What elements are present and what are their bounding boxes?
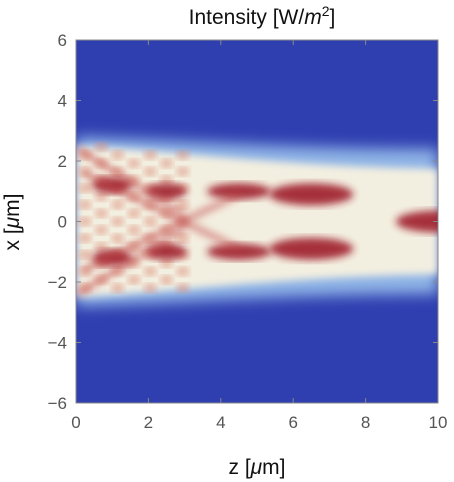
interference-spot	[95, 242, 108, 251]
heatmap-layer	[76, 40, 438, 403]
interference-spot	[160, 176, 173, 185]
y-tick-label: −6	[48, 394, 67, 413]
interference-spot	[111, 217, 124, 226]
interference-spot	[176, 267, 189, 276]
interference-spot	[176, 200, 189, 209]
interference-spot	[95, 225, 108, 234]
interference-spot	[144, 267, 157, 276]
x-tick-label: 4	[216, 413, 225, 432]
beam-envelope	[76, 145, 438, 298]
y-axis-ticks: −6 −4 −2 0 2 4 6	[48, 31, 438, 413]
interference-spot	[111, 234, 124, 243]
interference-spot	[79, 200, 92, 209]
interference-spot	[111, 150, 124, 159]
interference-branch	[81, 170, 241, 252]
hotspot	[206, 183, 271, 200]
interference-spot	[176, 284, 189, 293]
interference-spot	[160, 259, 173, 268]
interference-spot	[111, 284, 124, 293]
interference-spot	[127, 159, 140, 168]
interference-spot	[79, 234, 92, 243]
interference-spot	[144, 150, 157, 159]
hotspot	[269, 183, 354, 206]
interference-spot	[127, 209, 140, 218]
y-tick-label: 6	[58, 31, 67, 50]
y-tick-label: 0	[58, 213, 67, 232]
interference-spot	[127, 275, 140, 284]
interference-spot	[160, 159, 173, 168]
chart-title: Intensity [W/m2]	[189, 3, 336, 29]
interference-spot	[160, 275, 173, 284]
plot-area	[75, 39, 439, 404]
y-tick-label: 2	[58, 152, 67, 171]
interference-spot	[95, 209, 108, 218]
x-tick-label: 8	[361, 413, 370, 432]
y-tick-label: −4	[48, 334, 67, 353]
y-axis-label: x [μm]	[1, 193, 24, 250]
interference-spot	[95, 192, 108, 201]
interference-spot	[111, 200, 124, 209]
hotspot	[269, 237, 354, 260]
hotspot	[206, 243, 271, 260]
x-axis-ticks: 0 2 4 6 8 10	[71, 40, 447, 432]
interference-spot	[79, 184, 92, 193]
x-tick-label: 2	[144, 413, 153, 432]
interference-spot	[79, 217, 92, 226]
y-tick-label: −2	[48, 273, 67, 292]
x-tick-label: 10	[429, 413, 448, 432]
interference-spot	[176, 150, 189, 159]
interference-spot	[176, 234, 189, 243]
interference-spot	[144, 284, 157, 293]
interference-spot	[176, 167, 189, 176]
x-axis-label: z [μm]	[228, 456, 285, 479]
x-tick-label: 0	[71, 413, 80, 432]
interference-spot	[79, 250, 92, 259]
x-tick-label: 6	[288, 413, 297, 432]
interference-branch	[76, 146, 187, 218]
interference-branch	[76, 225, 187, 297]
interference-spot	[144, 167, 157, 176]
interference-branch	[81, 191, 241, 273]
y-tick-label: 4	[58, 92, 67, 111]
interference-spot	[95, 142, 108, 151]
hotspot	[396, 210, 438, 233]
interference-spot	[127, 225, 140, 234]
interference-spot	[144, 217, 157, 226]
